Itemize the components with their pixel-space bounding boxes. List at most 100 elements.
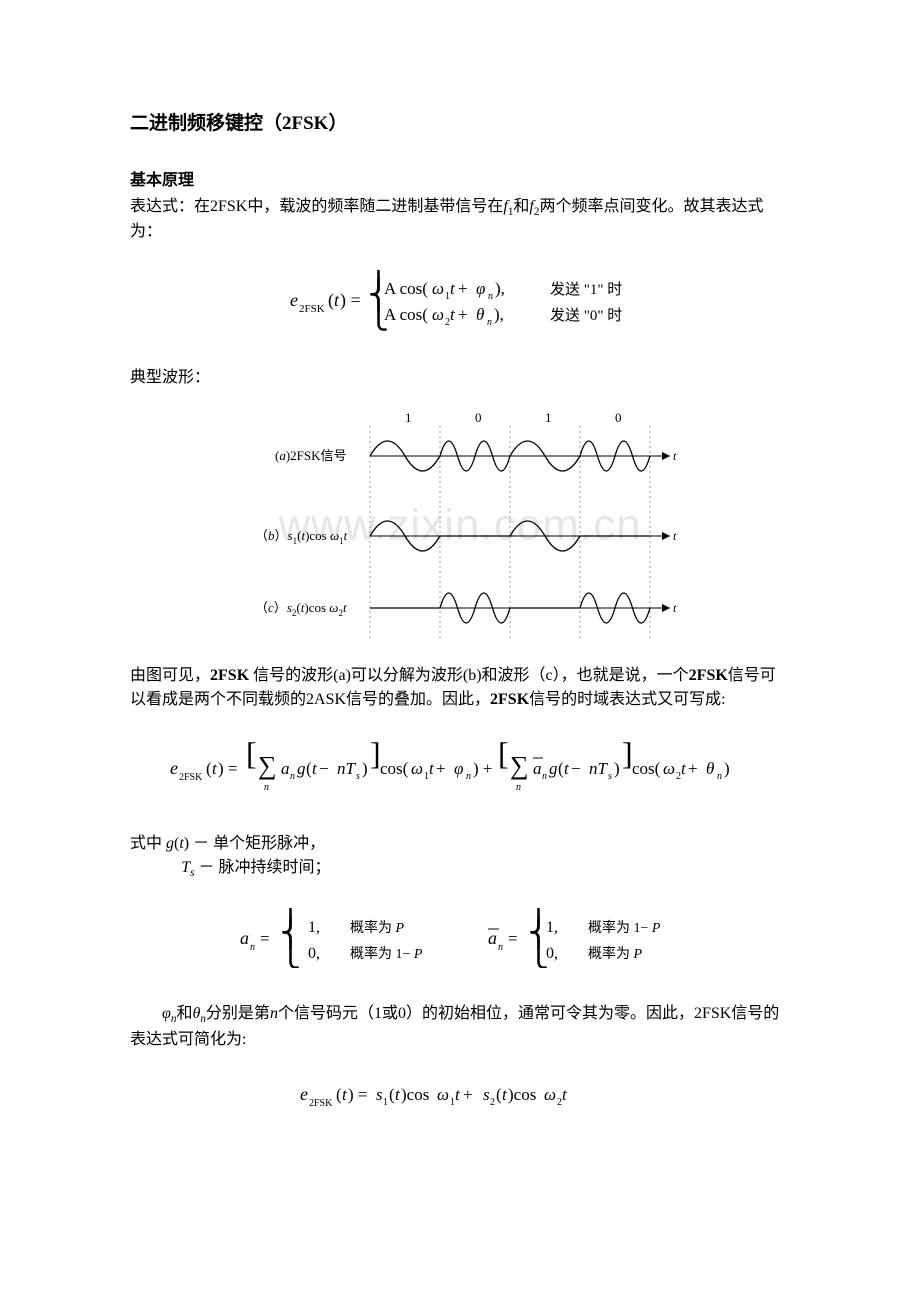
definitions: 式中 g(t) － 单个矩形脉冲， Ts － 脉冲持续时间； (130, 832, 790, 882)
svg-text:2: 2 (490, 1097, 495, 1108)
svg-text:[: [ (246, 738, 257, 771)
svg-text:A cos(: A cos( (384, 279, 428, 298)
svg-text:θ: θ (706, 759, 714, 778)
svg-text:1,: 1, (308, 919, 320, 936)
def2b: － 脉冲持续时间； (194, 859, 330, 876)
svg-text:∑: ∑ (510, 751, 529, 780)
para-waveform: 典型波形： (130, 366, 790, 390)
svg-text:0,: 0, (308, 945, 320, 962)
svg-text:) =: ) = (348, 1085, 368, 1104)
formula-4: e 2FSK ( t ) = s 1 ( t )cos ω 1 t + s 2 … (130, 1078, 790, 1120)
svg-text:ω: ω (432, 305, 444, 324)
svg-text:ω: ω (411, 759, 423, 778)
svg-text:ω: ω (437, 1085, 449, 1104)
formula-3: a n = ⎧ ⎩ ⎨ 1, 概率为 P 0, 概率为 1− P a n = ⎧… (130, 908, 790, 976)
svg-text:n: n (290, 771, 295, 782)
svg-text:+: + (688, 759, 698, 778)
svg-text:s: s (608, 771, 612, 782)
svg-text:+: + (436, 759, 446, 778)
svg-text:∑: ∑ (258, 751, 277, 780)
svg-text:n: n (488, 291, 493, 302)
svg-text:n: n (466, 771, 471, 782)
svg-text:n: n (516, 782, 521, 793)
svg-text:ω: ω (432, 279, 444, 298)
svg-text:θ: θ (476, 305, 484, 324)
svg-text:t: t (564, 759, 570, 778)
svg-text:),: ), (494, 305, 504, 324)
svg-text:ω: ω (663, 759, 675, 778)
svg-text:a: a (533, 759, 542, 778)
svg-text:n: n (250, 942, 255, 953)
svg-text:0,: 0, (546, 945, 558, 962)
svg-text:n: n (542, 771, 547, 782)
p3c: 信号的波形(a)可以分解为波形(b)和波形（c），也就是说，一个 (253, 667, 689, 684)
figure-waveforms: www.zixin.com.cn 1 0 1 0 (a)2FSK信号 t (130, 408, 790, 656)
p4d: 分别是第 (206, 1005, 270, 1022)
def1c: ) － 单个矩形脉冲， (184, 835, 325, 852)
svg-text:g: g (297, 759, 306, 778)
svg-text:发送 "1" 时: 发送 "1" 时 (550, 281, 622, 298)
svg-text:+: + (458, 305, 468, 324)
svg-text:)cos: )cos (508, 1085, 536, 1104)
svg-text:⎨: ⎨ (280, 915, 301, 950)
svg-text:（b）s1(t)cos ω1t: （b）s1(t)cos ω1t (255, 528, 348, 546)
svg-text:=: = (508, 929, 518, 948)
p1a: 表达式：在2FSK中，载波的频率随二进制基带信号在 (130, 198, 503, 215)
svg-text:n: n (264, 782, 269, 793)
def-line-2: Ts － 脉冲持续时间； (130, 856, 790, 882)
svg-text:t: t (455, 1085, 461, 1104)
p4-phi: φ (162, 1005, 171, 1022)
svg-text:): ) (362, 759, 368, 778)
svg-text:t: t (450, 305, 456, 324)
svg-text:t: t (312, 759, 318, 778)
svg-text:s: s (376, 1085, 383, 1104)
svg-text:φ: φ (476, 279, 485, 298)
p3a: 由图可见， (130, 667, 210, 684)
p4b: 和 (176, 1005, 192, 1022)
svg-text:n: n (717, 771, 722, 782)
svg-text:),: ), (495, 279, 505, 298)
p3f: 2FSK (490, 691, 529, 708)
svg-text:a: a (488, 928, 497, 948)
def1-g: g (166, 835, 174, 852)
svg-text:概率为 1− P: 概率为 1− P (588, 919, 661, 936)
svg-text:2FSK: 2FSK (179, 772, 203, 783)
heading-principle: 基本原理 (130, 169, 790, 193)
formula-2: e 2FSK ( t ) = [ ∑ n a n g ( t − nT s ) … (130, 738, 790, 806)
svg-text:s: s (483, 1085, 490, 1104)
svg-text:−: − (319, 759, 329, 778)
para-phase: φn和θn分别是第n个信号码元（1或0）的初始相位，通常可令其为零。因此，2FS… (130, 1002, 790, 1052)
p3b: 2FSK (210, 667, 249, 684)
para-expression: 表达式：在2FSK中，载波的频率随二进制基带信号在f1和f2两个频率点间变化。故… (130, 195, 790, 245)
svg-text:t: t (562, 1085, 568, 1104)
svg-text:1: 1 (545, 410, 552, 425)
svg-text:) =: ) = (340, 290, 361, 311)
def1a: 式中 (130, 835, 166, 852)
svg-text:概率为 P: 概率为 P (588, 945, 643, 962)
svg-text:)cos: )cos (401, 1085, 429, 1104)
svg-text:nT: nT (589, 759, 609, 778)
p4-n: n (270, 1005, 278, 1022)
svg-text:+: + (458, 279, 468, 298)
svg-text:φ: φ (454, 759, 463, 778)
svg-text:n: n (498, 942, 503, 953)
formula-1: e 2FSK ( t ) = ⎧ ⎩ ⎨ A cos( ω 1 t + φ n … (130, 270, 790, 340)
svg-text:): ) (614, 759, 620, 778)
svg-text:n: n (487, 317, 492, 328)
svg-text:[: [ (498, 738, 509, 771)
svg-text:1,: 1, (546, 919, 558, 936)
svg-text:=: = (260, 929, 270, 948)
svg-text:cos(: cos( (632, 759, 661, 778)
def-line-1: 式中 g(t) － 单个矩形脉冲， (130, 832, 790, 856)
svg-text:A cos(: A cos( (384, 305, 428, 324)
svg-text:) +: ) + (473, 759, 493, 778)
svg-text:t: t (673, 529, 677, 543)
svg-text:概率为 1− P: 概率为 1− P (350, 945, 423, 962)
svg-text:t: t (429, 759, 435, 778)
svg-text:概率为 P: 概率为 P (350, 919, 405, 936)
svg-text:发送 "0" 时: 发送 "0" 时 (550, 307, 622, 324)
para-decompose: 由图可见，2FSK 信号的波形(a)可以分解为波形(b)和波形（c），也就是说，… (130, 664, 790, 712)
svg-text:nT: nT (337, 759, 357, 778)
svg-text:cos(: cos( (380, 759, 409, 778)
p3g: 信号的时域表达式又可写成: (529, 691, 725, 708)
